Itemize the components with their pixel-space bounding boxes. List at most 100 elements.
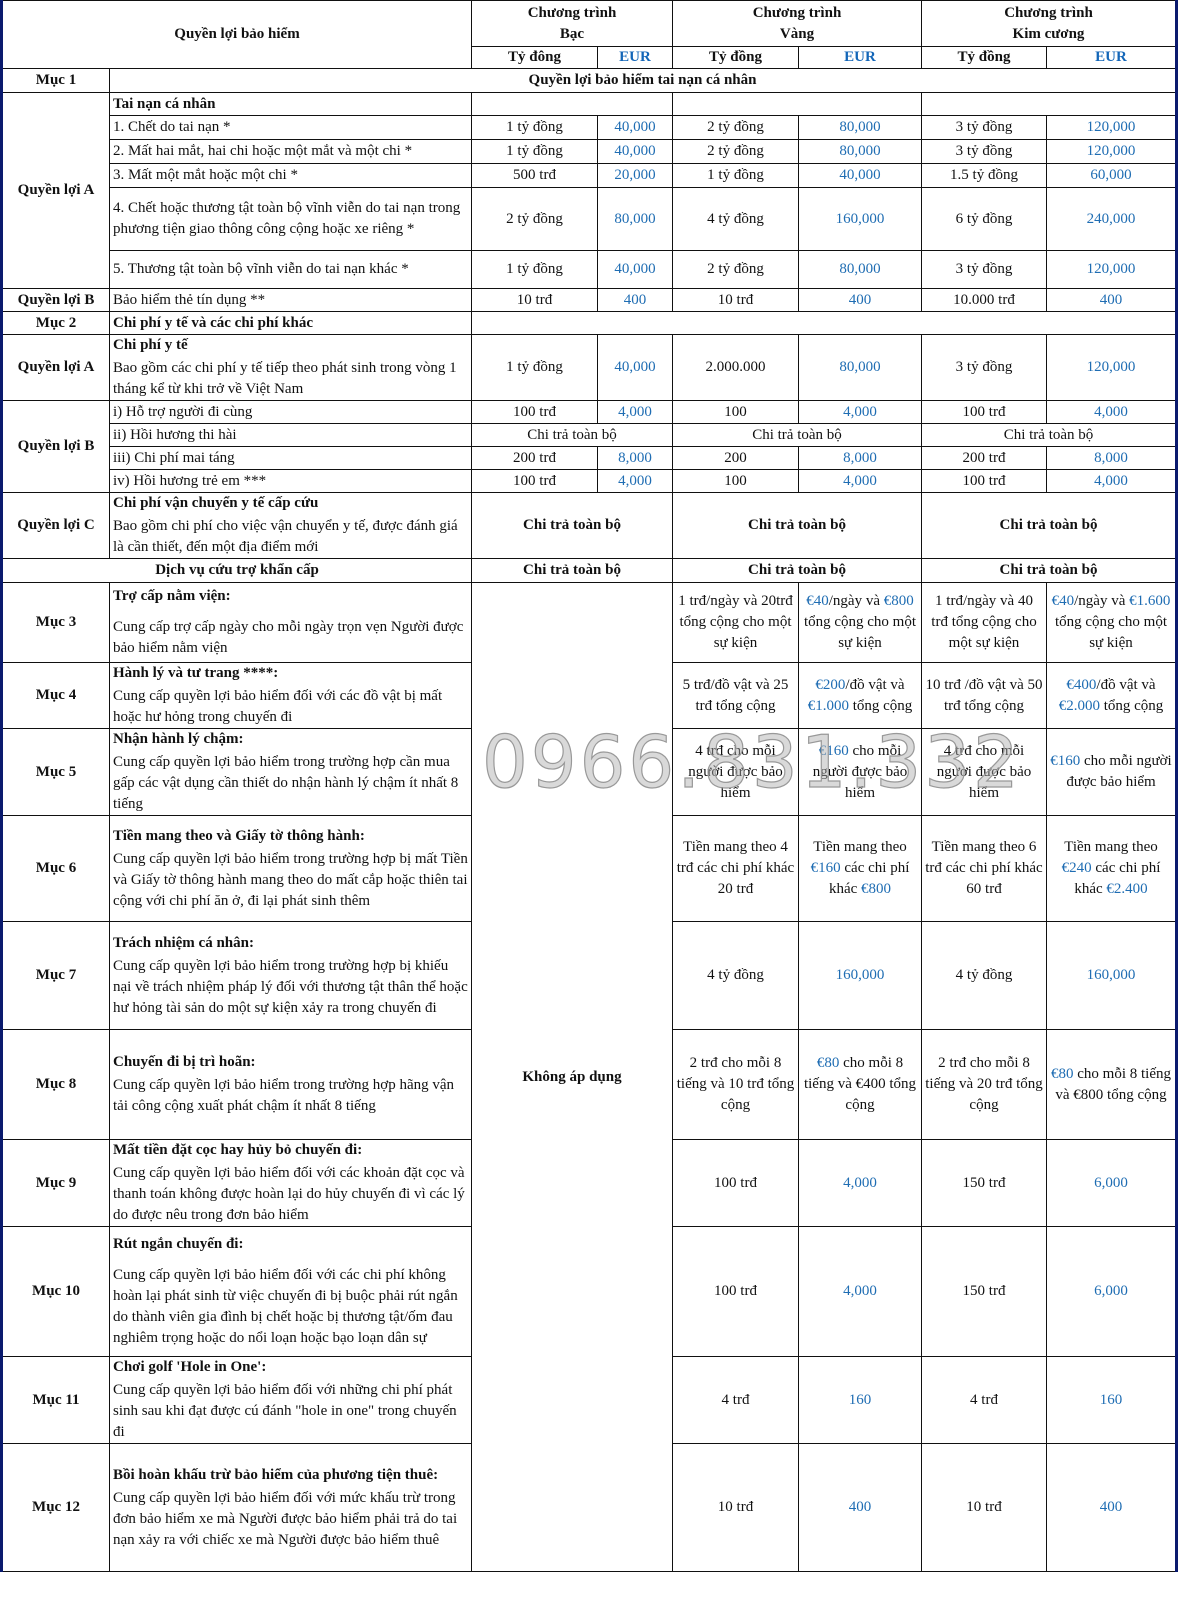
benefit-item: iv) Hồi hương trẻ em *** xyxy=(109,469,472,493)
vnd-value: 1.5 tỷ đồng xyxy=(950,167,1018,183)
eur-value: 160,000 xyxy=(835,210,885,227)
eur-amount: €240 xyxy=(1061,860,1092,876)
program-gold: Chương trình Vàng xyxy=(672,0,922,47)
value-cell: 10 trđ /đồ vật và 50 trđ tổng cộng xyxy=(921,662,1047,729)
value-cell: 1 trđ/ngày và 40 trđ tổng cộng cho một s… xyxy=(921,582,1047,663)
table-row: Mục 5 Nhận hành lý chậm: Cung cấp quyền lợ… xyxy=(1,728,1177,816)
item-label: Mục 8 xyxy=(1,1029,110,1140)
value-text: cho mỗi 8 tiếng và €400 tổng cộng xyxy=(803,1055,917,1113)
benefit-item: Mất tiền đặt cọc hay hủy bỏ chuyến đi: Cu… xyxy=(109,1139,472,1227)
value-cell: €160 cho mỗi người được bảo hiểm xyxy=(798,728,922,816)
value-cell: 4,000 xyxy=(1046,400,1177,424)
benefit-item: Bảo hiểm thẻ tín dụng ** xyxy=(109,288,472,312)
value-cell: 2 tỷ đồng xyxy=(672,139,799,164)
eur-amount: 400 xyxy=(848,1499,872,1515)
vnd-value: 100 trđ xyxy=(513,403,556,420)
eur-value: 8,000 xyxy=(843,449,877,466)
value-cell: Chi trả toàn bộ xyxy=(921,558,1177,583)
program-label: Chương trình xyxy=(527,4,617,21)
eur-amount: €160 xyxy=(1050,753,1081,769)
eur-value: 120,000 xyxy=(1086,119,1136,135)
value-text: 4 trđ xyxy=(970,1391,998,1408)
value-cell: 3 tỷ đồng xyxy=(921,115,1047,140)
value-cell: 2 tỷ đồng xyxy=(672,115,799,140)
eur-value: 400 xyxy=(1099,291,1123,308)
section-title: Chi phí y tế và các chi phí khác xyxy=(109,311,472,335)
table-row: ii) Hồi hương thi hài Chi trả toàn bộ Chi … xyxy=(2,423,1177,447)
item-label: Mục 4 xyxy=(1,662,110,729)
value-text: /ngày và xyxy=(828,593,884,609)
value-cell: Chi trả toàn bộ xyxy=(471,423,673,447)
eur-amount: €80 xyxy=(1051,1065,1074,1082)
value-cell: 5 trđ/đồ vật và 25 trđ tổng cộng xyxy=(672,662,799,729)
value-cell: 4 trđ cho mỗi người được bảo hiểm xyxy=(672,728,799,816)
table-row: Quyền lợi C Chi phí vận chuyển y tế cấp c… xyxy=(1,492,1177,559)
empty-cell xyxy=(921,92,1177,116)
item-text: 5. Thương tật toàn bộ vĩnh viễn do tai n… xyxy=(113,261,409,277)
value-cell: 40,000 xyxy=(597,250,673,289)
value-cell: 2 trđ cho mỗi 8 tiếng và 20 trđ tổng cộn… xyxy=(921,1029,1047,1140)
value-cell: 80,000 xyxy=(798,250,922,289)
value-text: 4 tỷ đồng xyxy=(955,967,1013,983)
value-cell: 100 xyxy=(672,469,799,493)
value-text: tổng cộng xyxy=(848,697,913,714)
value-text: 150 trđ xyxy=(962,1283,1006,1299)
eur-amount: €1.000 xyxy=(807,697,849,714)
benefit-item: Hành lý và tư trang ****: Cung cấp quyền … xyxy=(109,662,472,729)
value-cell: 4,000 xyxy=(798,469,922,493)
program-label: Chương trình xyxy=(1004,4,1093,21)
value-cell: 6 tỷ đồng xyxy=(921,187,1047,251)
value-cell: 4,000 xyxy=(1046,469,1177,493)
table-row: Mục 3 Trợ cấp nằm viện: Cung cấp trợ cấp n… xyxy=(1,582,1177,1572)
item-description: Cung cấp quyền lợi bảo hiểm đối với các … xyxy=(113,688,443,725)
item-text: 4. Chết hoặc thương tật toàn bộ vĩnh viễ… xyxy=(113,200,461,237)
item-heading: Chi phí y tế xyxy=(113,337,188,353)
value-text: 1 trđ/ngày và 40 trđ tổng cộng cho một s… xyxy=(931,593,1037,651)
value-cell: 400 xyxy=(798,1443,922,1572)
item-label: Mục 9 xyxy=(1,1139,110,1227)
value-text: 1 trđ/ngày và 20trđ tổng cộng cho một sự… xyxy=(678,593,793,651)
value-cell: 120,000 xyxy=(1046,139,1177,164)
vnd-value: 100 trđ xyxy=(962,403,1006,420)
value-text: cho mỗi người được bảo hiểm xyxy=(812,742,908,801)
value-cell: 4 tỷ đồng xyxy=(672,187,799,251)
value-text: tổng cộng cho một sự kiện xyxy=(803,614,917,651)
eur-amount: €160 xyxy=(810,860,841,876)
benefit-item: Chi phí y tế Bao gồm các chi phí y tế tiế… xyxy=(109,334,472,401)
value-cell: €40/ngày và €800 tổng cộng cho một sự ki… xyxy=(798,582,922,663)
value-cell: 4,000 xyxy=(798,1226,922,1357)
col-eur: EUR xyxy=(597,46,673,69)
vnd-value: 100 trđ xyxy=(962,472,1006,489)
benefit-label: Quyền lợi B xyxy=(1,288,110,312)
program-name: Bạc xyxy=(559,25,585,42)
eur-value: 40,000 xyxy=(614,261,656,277)
program-name: Vàng xyxy=(779,25,815,42)
benefit-item: Chi phí vận chuyển y tế cấp cứu Bao gồm c… xyxy=(109,492,472,559)
value-cell: 6,000 xyxy=(1046,1226,1177,1357)
item-label: Mục 5 xyxy=(1,728,110,816)
eur-value: 40,000 xyxy=(614,143,656,159)
value-text: 10 trđ /đồ vật và 50 trđ tổng cộng xyxy=(925,676,1043,714)
item-text: 3. Mất một mắt hoặc một chi * xyxy=(113,167,298,183)
value-cell: 8,000 xyxy=(597,446,673,470)
item-heading: Trách nhiệm cá nhân: xyxy=(113,934,254,951)
vnd-value: 1 tỷ đồng xyxy=(506,359,563,375)
item-description: Cung cấp quyền lợi bảo hiểm đối với các … xyxy=(113,1165,465,1223)
value-text: Tiền mang theo xyxy=(1064,839,1158,855)
value-cell: 100 xyxy=(672,400,799,424)
program-diamond: Chương trình Kim cương xyxy=(921,0,1177,47)
item-heading: Chuyến đi bị trì hoãn: xyxy=(113,1054,256,1070)
vnd-value: 200 trđ xyxy=(513,449,556,466)
eur-value: 400 xyxy=(623,291,647,308)
value-cell: Chi trả toàn bộ xyxy=(921,423,1177,447)
value-text: 100 trđ xyxy=(714,1283,757,1299)
eur-amount: €160 xyxy=(818,742,849,759)
eur-value: 8,000 xyxy=(1094,449,1128,466)
value-cell: Chi trả toàn bộ xyxy=(672,492,922,559)
value-text: tổng cộng cho một sự kiện xyxy=(1054,614,1168,651)
vnd-value: 1 tỷ đồng xyxy=(506,143,563,159)
value-cell: 80,000 xyxy=(798,139,922,164)
value-cell: 3 tỷ đồng xyxy=(921,334,1047,401)
benefit-item: 1. Chết do tai nạn * xyxy=(109,115,472,140)
benefit-label: Quyền lợi A xyxy=(1,334,110,401)
